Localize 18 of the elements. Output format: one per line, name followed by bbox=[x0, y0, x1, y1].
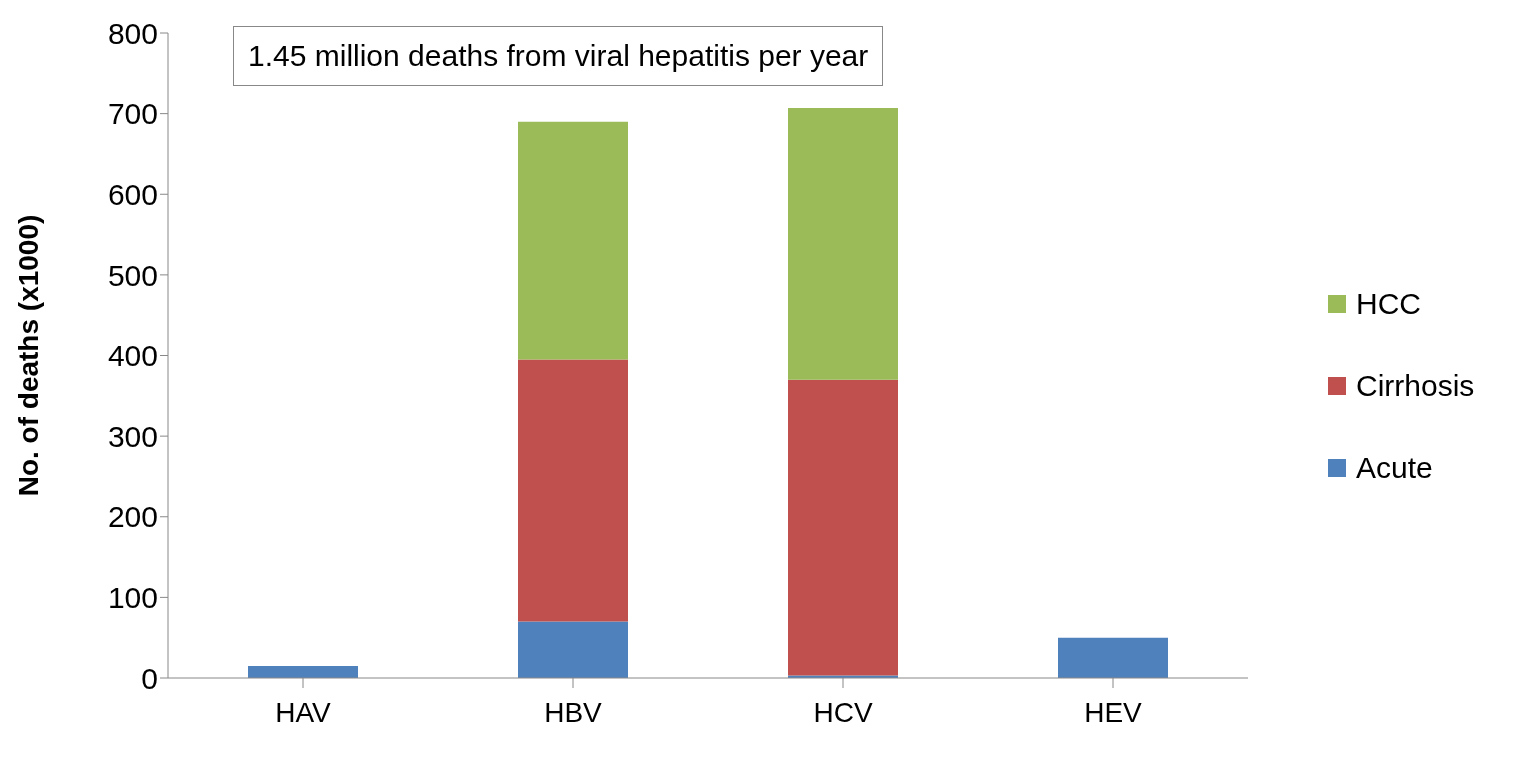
legend-label: Acute bbox=[1356, 451, 1433, 485]
y-tick-label: 0 bbox=[141, 661, 158, 695]
x-tick-label: HCV bbox=[813, 696, 873, 728]
y-tick-label: 600 bbox=[107, 177, 158, 211]
y-tick-label: 200 bbox=[107, 500, 158, 534]
y-tick-label: 400 bbox=[107, 339, 158, 373]
x-tick-label: HBV bbox=[544, 696, 603, 728]
legend-label: HCC bbox=[1356, 287, 1421, 321]
y-tick-label: 700 bbox=[107, 97, 158, 131]
y-axis-title: No. of deaths (x1000) bbox=[12, 214, 44, 497]
y-tick-label: 800 bbox=[107, 16, 158, 50]
legend-label: Cirrhosis bbox=[1356, 369, 1475, 403]
x-tick-label: HAV bbox=[275, 696, 332, 728]
chart-title: 1.45 million deaths from viral hepatitis per year bbox=[233, 26, 884, 86]
x-tick-label: HEV bbox=[1084, 696, 1143, 728]
y-tick-label: 300 bbox=[107, 419, 158, 453]
y-tick-label: 500 bbox=[107, 258, 158, 292]
y-tick-label: 100 bbox=[107, 581, 158, 615]
